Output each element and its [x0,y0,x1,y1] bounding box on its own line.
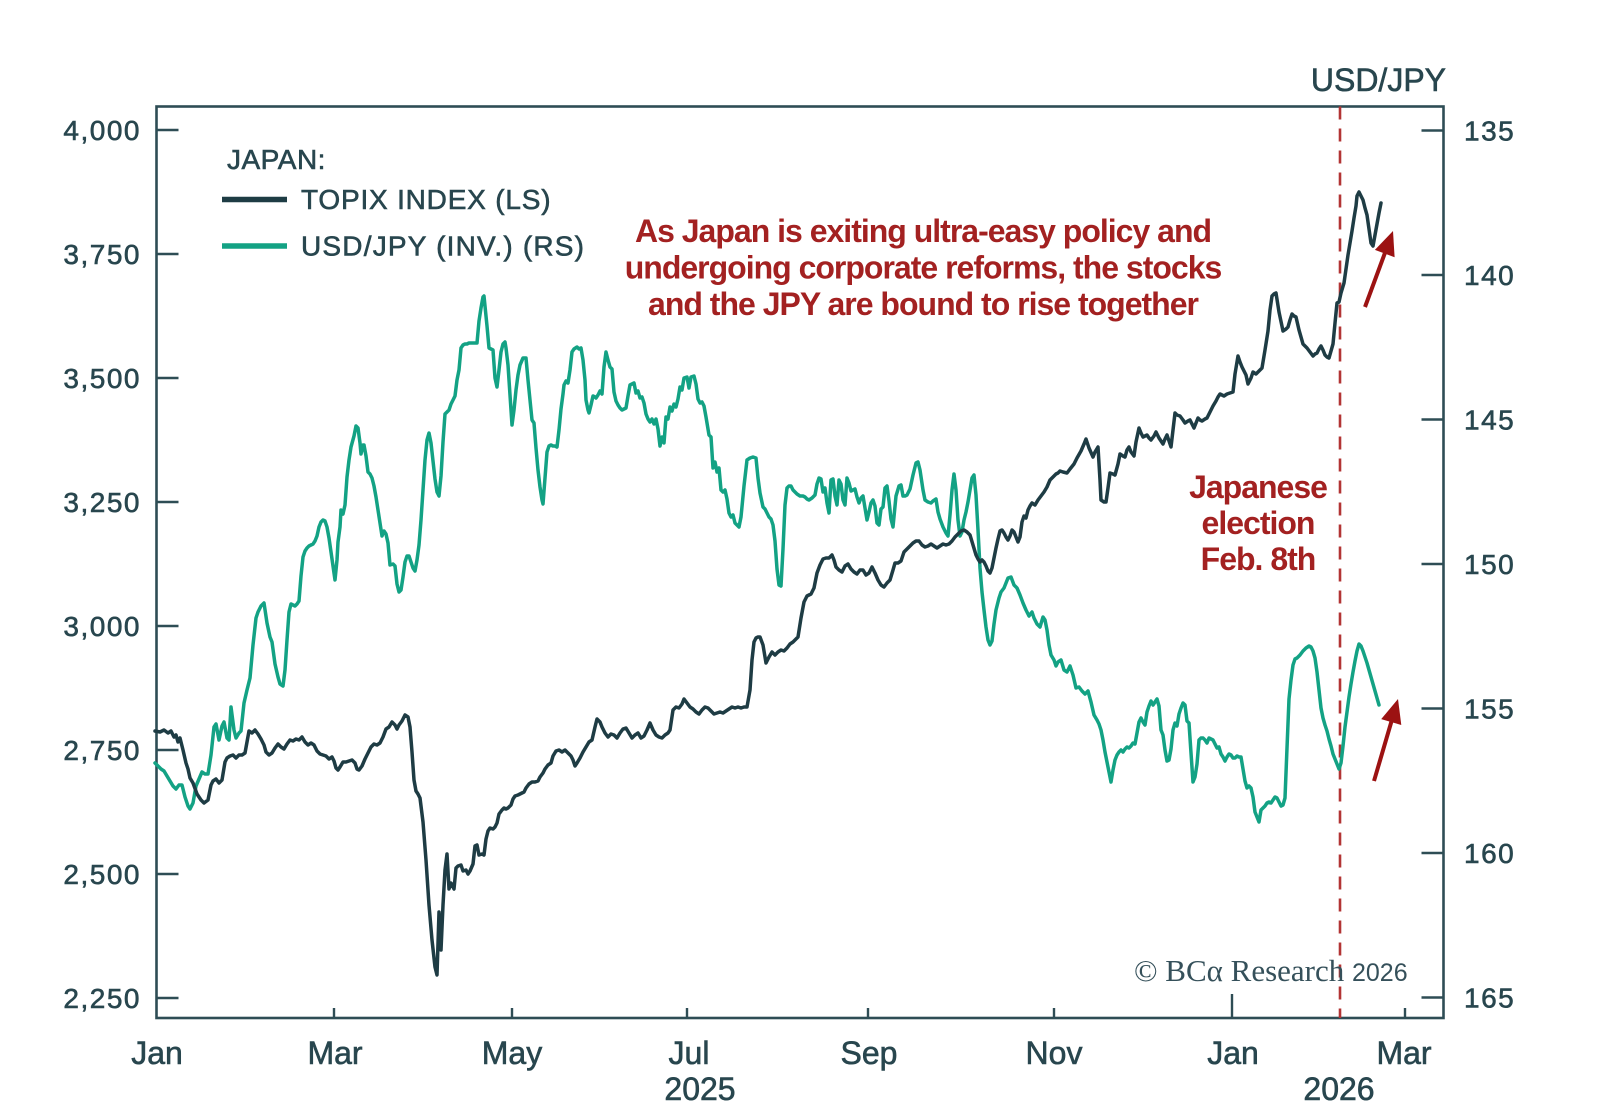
svg-text:undergoing corporate reforms,: undergoing corporate reforms, the stocks [625,250,1222,286]
svg-text:2,250: 2,250 [63,983,141,1014]
svg-text:USD/JPY (INV.) (RS): USD/JPY (INV.) (RS) [301,231,585,262]
svg-text:TOPIX INDEX (LS): TOPIX INDEX (LS) [301,184,551,215]
svg-text:JAPAN:: JAPAN: [227,144,326,175]
svg-text:As Japan is exiting ultra-easy: As Japan is exiting ultra-easy policy an… [635,213,1211,249]
svg-text:2025: 2025 [664,1071,735,1107]
svg-text:3,750: 3,750 [63,239,141,270]
svg-text:May: May [482,1035,542,1071]
svg-text:© BCα Research 2026: © BCα Research 2026 [1134,953,1408,988]
svg-text:Jan: Jan [1207,1035,1259,1071]
svg-text:2026: 2026 [1303,1071,1374,1107]
svg-text:4,000: 4,000 [63,115,141,146]
svg-text:135: 135 [1464,116,1515,147]
svg-text:145: 145 [1464,405,1515,436]
svg-text:and the JPY are bound to rise: and the JPY are bound to rise together [648,286,1199,322]
svg-text:150: 150 [1464,549,1515,580]
svg-text:2,500: 2,500 [63,859,141,890]
svg-text:155: 155 [1464,694,1515,725]
svg-text:3,500: 3,500 [63,363,141,394]
svg-text:Mar: Mar [1376,1035,1431,1071]
svg-text:election: election [1202,505,1315,541]
svg-text:3,250: 3,250 [63,487,141,518]
svg-text:Mar: Mar [307,1035,362,1071]
svg-text:Jan: Jan [131,1035,183,1071]
svg-text:165: 165 [1464,983,1515,1014]
svg-text:USD/JPY: USD/JPY [1311,62,1446,98]
svg-text:Sep: Sep [841,1035,898,1071]
svg-text:Nov: Nov [1026,1035,1083,1071]
svg-text:Japanese: Japanese [1189,469,1327,505]
svg-text:140: 140 [1464,260,1515,291]
svg-text:2,750: 2,750 [63,735,141,766]
svg-text:Jul: Jul [669,1035,710,1071]
svg-text:3,000: 3,000 [63,611,141,642]
svg-text:160: 160 [1464,838,1515,869]
svg-text:Feb. 8th: Feb. 8th [1201,541,1316,577]
